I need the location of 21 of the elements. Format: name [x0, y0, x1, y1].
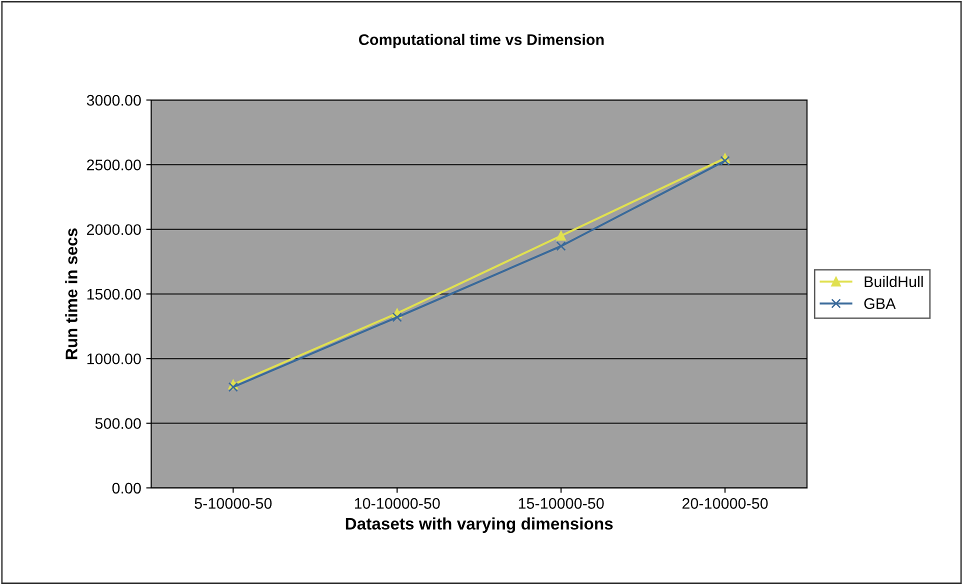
y-tick-label: 2000.00: [87, 224, 141, 236]
y-tick-label: 500.00: [95, 418, 141, 429]
chart-title: Computational time vs Dimension: [359, 34, 604, 48]
y-axis-title: Run time in secs: [65, 228, 78, 360]
x-tick-label: 10-10000-50: [354, 498, 440, 509]
y-tick-label: 2500.00: [87, 160, 141, 170]
y-tick-label: 1000.00: [87, 353, 141, 364]
y-tick-label: 1500.00: [87, 288, 141, 300]
x-tick-label: 15-10000-50: [518, 498, 604, 509]
point: [556, 230, 566, 241]
point: [392, 312, 402, 322]
point: [720, 156, 730, 166]
point: [556, 241, 566, 251]
y-tick-label: 3000.00: [86, 94, 141, 106]
y-tick-label: 0.00: [112, 482, 141, 494]
x-tick-label: 20-10000-50: [682, 498, 768, 509]
legend-label: BuildHull: [864, 276, 923, 288]
legend-label: GBA: [864, 298, 896, 310]
point: [228, 382, 238, 392]
x-tick-label: 5-10000-50: [194, 498, 272, 509]
x-axis-title: Datasets with varying dimensions: [346, 517, 613, 534]
